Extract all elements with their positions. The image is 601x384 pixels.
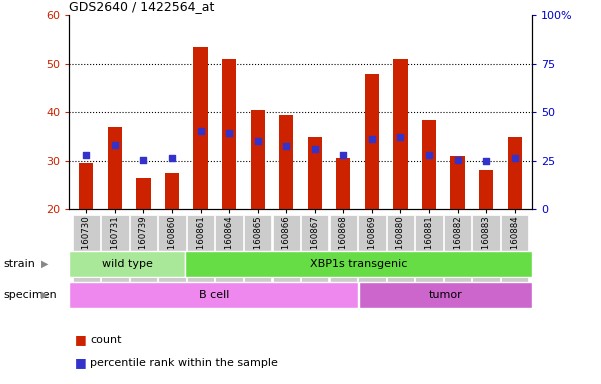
Bar [451,156,465,209]
Bar [336,158,350,209]
Text: GSM160865: GSM160865 [253,215,262,268]
Text: count: count [90,335,121,345]
Text: percentile rank within the sample: percentile rank within the sample [90,358,278,368]
Text: ▶: ▶ [41,290,48,300]
Text: XBP1s transgenic: XBP1s transgenic [310,259,407,269]
Text: GSM160861: GSM160861 [196,215,205,268]
Point [139,157,148,163]
Text: GSM160730: GSM160730 [82,215,91,268]
Text: GSM160881: GSM160881 [424,215,433,268]
Text: ■: ■ [75,333,87,346]
FancyBboxPatch shape [415,215,443,283]
Text: GSM160882: GSM160882 [453,215,462,268]
Text: GSM160864: GSM160864 [225,215,234,268]
Point [310,146,320,152]
Point [481,158,491,164]
Point [82,152,91,158]
FancyBboxPatch shape [101,215,129,283]
FancyBboxPatch shape [158,215,186,283]
Bar [222,59,236,209]
FancyBboxPatch shape [69,282,358,308]
Text: ■: ■ [75,356,87,369]
Text: tumor: tumor [429,290,462,300]
Text: GSM160868: GSM160868 [339,215,348,268]
Text: GSM160883: GSM160883 [481,215,490,268]
Bar [508,137,522,209]
FancyBboxPatch shape [359,282,532,308]
FancyBboxPatch shape [244,215,272,283]
Point [424,152,434,158]
Point [395,134,405,140]
Bar [136,178,150,209]
FancyBboxPatch shape [501,215,528,283]
Text: GSM160731: GSM160731 [111,215,120,268]
Point [110,142,120,148]
Text: GSM160869: GSM160869 [367,215,376,268]
Text: GDS2640 / 1422564_at: GDS2640 / 1422564_at [69,0,215,13]
FancyBboxPatch shape [69,251,185,277]
Bar [79,163,93,209]
Point [196,127,206,134]
FancyBboxPatch shape [472,215,500,283]
FancyBboxPatch shape [130,215,157,283]
FancyBboxPatch shape [185,251,532,277]
FancyBboxPatch shape [73,215,100,283]
Bar [108,127,122,209]
Text: GSM160880: GSM160880 [396,215,405,268]
Bar [279,115,293,209]
FancyBboxPatch shape [187,215,214,283]
FancyBboxPatch shape [272,215,300,283]
Text: B cell: B cell [198,290,229,300]
FancyBboxPatch shape [444,215,471,283]
Point [253,138,263,144]
Text: specimen: specimen [3,290,56,300]
FancyBboxPatch shape [215,215,243,283]
Text: strain: strain [3,259,35,269]
Bar [365,74,379,209]
Point [510,155,519,161]
FancyBboxPatch shape [387,215,414,283]
Point [453,157,462,163]
Point [167,155,177,161]
Text: GSM160739: GSM160739 [139,215,148,268]
Text: ▶: ▶ [41,259,48,269]
Text: GSM160860: GSM160860 [168,215,177,268]
Bar [479,170,493,209]
Bar [251,110,265,209]
Text: wild type: wild type [102,259,153,269]
Bar [165,173,179,209]
Text: GSM160867: GSM160867 [310,215,319,268]
Point [367,136,377,142]
Point [338,152,348,158]
Point [224,130,234,136]
Bar [308,137,322,209]
Bar [393,59,407,209]
Text: GSM160866: GSM160866 [282,215,291,268]
Bar [422,119,436,209]
FancyBboxPatch shape [301,215,329,283]
FancyBboxPatch shape [329,215,357,283]
Bar [194,47,208,209]
Point [281,143,291,149]
Text: GSM160884: GSM160884 [510,215,519,268]
FancyBboxPatch shape [358,215,386,283]
